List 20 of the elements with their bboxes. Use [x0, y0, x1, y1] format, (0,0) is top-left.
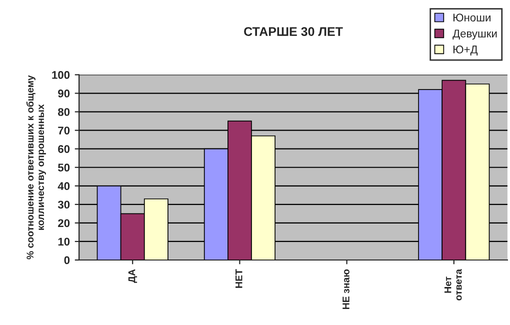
y-tick-label: 30 — [58, 200, 70, 209]
y-tick-label: 20 — [58, 219, 70, 228]
x-tick-label: НЕТ — [236, 269, 242, 288]
y-axis-title: % соотношение ответивших к общему колличеству опрошенных — [26, 75, 46, 260]
y-tick-label: 40 — [58, 182, 70, 190]
y-tick-label: 80 — [58, 108, 70, 116]
y-tick-label: 0 — [64, 256, 70, 264]
y-tick-label: 70 — [58, 126, 70, 134]
y-tick-label: 90 — [58, 90, 70, 98]
legend-label: Юноши — [453, 14, 490, 22]
legend-label: Девушки — [452, 30, 497, 40]
x-tick-label: НЕ знаю — [342, 269, 350, 309]
x-tick-label: Нет ответа — [444, 268, 462, 300]
y-tick-label: 10 — [58, 238, 70, 246]
y-tick-label: 50 — [58, 164, 70, 172]
legend-label: Ю+Д — [453, 46, 478, 56]
chart-title: СТАРШЕ 30 ЛЕТ — [244, 27, 343, 36]
x-tick-label: ДА — [128, 269, 138, 283]
y-tick-label: 100 — [52, 71, 70, 79]
y-tick-label: 60 — [58, 145, 70, 153]
